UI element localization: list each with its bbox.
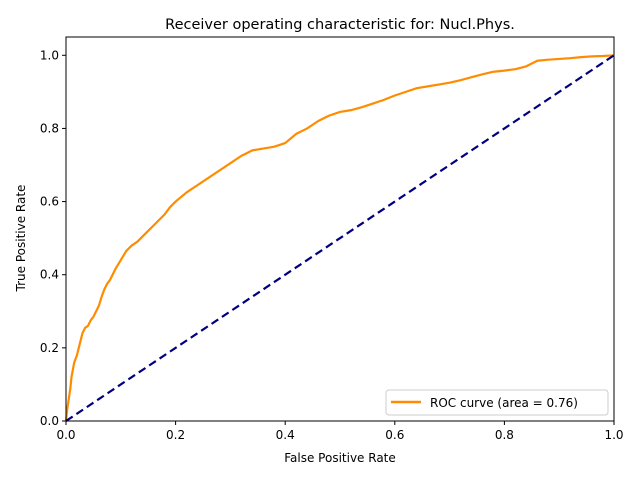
legend-box <box>385 389 609 416</box>
plot-area <box>64 36 615 422</box>
series-layer <box>64 54 615 422</box>
legend-label-roc: ROC curve (area = 0.76) <box>430 396 578 410</box>
x-tick-label: 0.8 <box>495 428 514 442</box>
x-tick-label: 0.6 <box>385 428 404 442</box>
y-tick-label: 1.0 <box>40 48 59 62</box>
axes-frame <box>65 36 615 422</box>
chance-diagonal-line <box>65 54 615 422</box>
x-tick-label: 1.0 <box>604 428 623 442</box>
x-tick-label: 0.2 <box>166 428 185 442</box>
roc-curve-line <box>64 54 615 422</box>
y-tick-label: 0.6 <box>40 195 59 209</box>
y-axis-label: True Positive Rate <box>14 185 28 293</box>
y-tick-label: 0.2 <box>40 341 59 355</box>
x-axis-ticks: 0.0 0.2 0.4 0.6 0.8 1.0 <box>56 421 624 442</box>
legend: ROC curve (area = 0.76) <box>385 389 609 416</box>
y-tick-label: 0.0 <box>40 414 59 428</box>
y-tick-label: 0.4 <box>40 268 59 282</box>
x-tick-label: 0.4 <box>276 428 295 442</box>
x-tick-label: 0.0 <box>56 428 75 442</box>
chart-title: Receiver operating characteristic for: N… <box>165 17 515 33</box>
y-axis-ticks: 0.0 0.2 0.4 0.6 0.8 1.0 <box>40 48 66 428</box>
y-tick-label: 0.8 <box>40 121 59 135</box>
x-axis-label: False Positive Rate <box>284 451 396 465</box>
